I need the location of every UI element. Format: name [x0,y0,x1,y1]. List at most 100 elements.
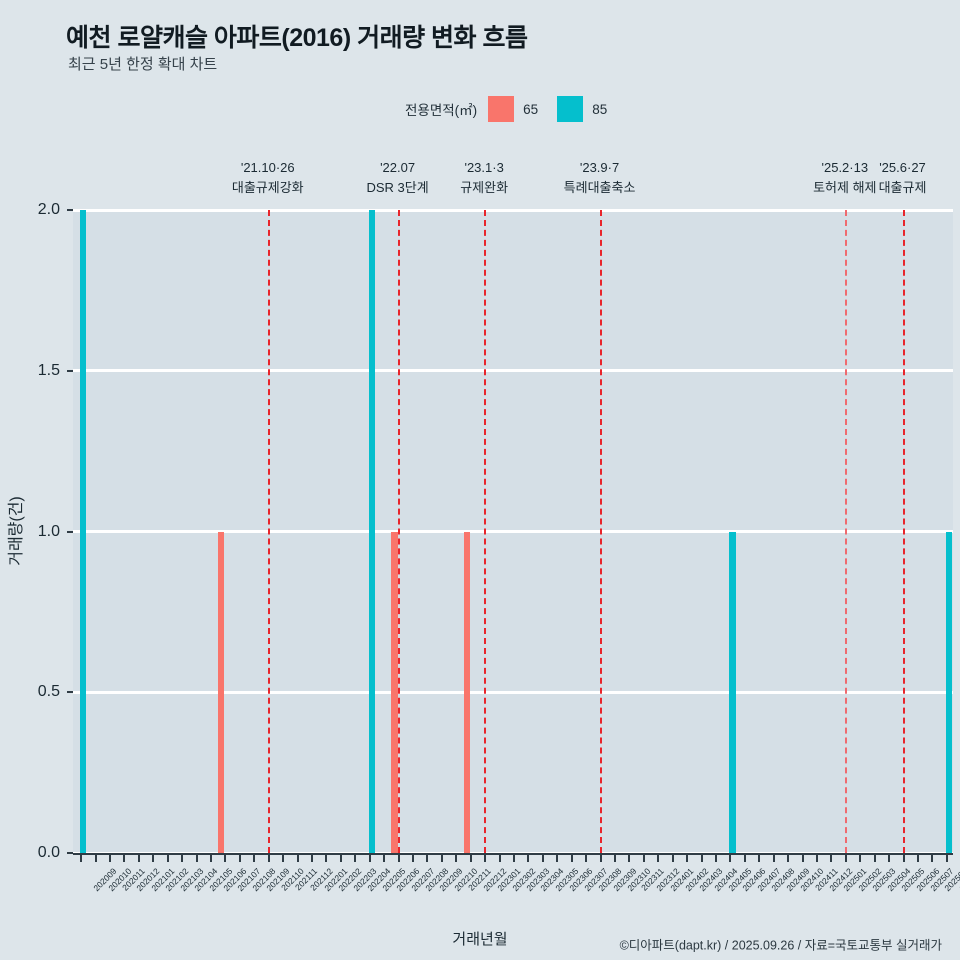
annotation-label-4: '25.2·13 토허제 해제 [813,158,876,198]
x-tick-mark [642,853,645,862]
annotation-text: DSR 3단계 [366,180,429,196]
annotation-date: '25.2·13 [821,160,869,175]
annotation-text: 대출규제강화 [231,180,304,196]
x-tick-mark [80,853,83,862]
annotation-label-0: '21.10·26 대출규제강화 [232,158,304,198]
x-tick-mark [109,853,112,862]
legend-label-85: 85 [592,101,608,117]
y-tick-label: 0.0 [37,844,60,861]
x-tick-mark [238,853,241,862]
annotation-label-2: '23.1·3 규제완화 [460,158,508,198]
x-tick-mark [931,853,934,862]
y-tick-mark [67,530,73,533]
x-tick-mark [137,853,140,862]
x-tick-mark [455,853,458,862]
annotation-text: 규제완화 [460,180,509,196]
x-tick-mark [440,853,443,862]
annotation-text: 토허제 해제 [813,180,877,196]
x-tick-mark [585,853,588,862]
x-tick-mark [325,853,328,862]
gridline [73,208,953,212]
y-tick-label: 1.0 [37,522,60,540]
x-tick-mark [94,853,97,862]
x-tick-mark [772,853,775,862]
annotation-line-1 [397,210,400,853]
legend-label-65: 65 [523,101,539,117]
bar-202205-85 [368,210,375,853]
x-tick-mark [210,853,213,862]
bar-202107-65 [218,531,225,853]
x-tick-mark [152,853,155,862]
x-tick-mark [758,853,761,862]
x-tick-mark [541,853,544,862]
x-tick-mark [801,853,804,862]
x-tick-mark [599,853,602,862]
chart-title: 예천 로얄캐슬 아파트(2016) 거래량 변화 흐름 [66,24,528,52]
x-tick-mark [714,853,717,862]
x-tick-mark [787,853,790,862]
x-tick-mark [368,853,371,862]
annotation-line-5 [902,210,905,853]
x-tick-mark [888,853,891,862]
x-tick-mark [671,853,674,862]
y-tick-label: 0.5 [37,683,60,701]
legend-swatch-65 [488,96,515,122]
x-tick-mark [700,853,703,862]
x-tick-mark [267,853,270,862]
legend-swatch-85 [557,96,584,122]
y-axis: 0.0 0.5 1.0 1.5 2.0 [0,0,73,960]
y-tick-label: 1.5 [37,361,60,379]
x-tick-mark [469,853,472,862]
x-tick-mark [426,853,429,862]
annotation-date: '25.6·27 [879,160,926,175]
plot-area [73,208,953,855]
x-tick-mark [354,853,357,862]
x-tick-mark [498,853,501,862]
annotation-label-5: '25.6·27 대출규제 [879,158,927,198]
chart-subtitle: 최근 5년 한정 확대 차트 [68,56,218,73]
gridline [73,690,953,694]
legend-title: 전용면적(㎡) [405,103,478,118]
gridline [73,530,953,533]
x-tick-mark [902,853,905,862]
y-tick-label: 2.0 [37,201,60,218]
x-tick-mark [195,853,198,862]
y-tick-mark [67,209,73,211]
x-tick-mark [339,853,342,862]
x-tick-mark [657,853,660,862]
y-axis-title: 거래량(건) [8,496,25,566]
legend: 전용면적(㎡) 65 85 [405,96,607,122]
x-tick-mark [383,853,386,862]
x-tick-mark [916,853,919,862]
x-axis-title: 거래년월 [452,931,508,948]
annotation-label-3: '23.9·7 특례대출축소 [564,158,636,198]
annotation-date: '21.10·26 [240,160,295,175]
x-tick-mark [513,853,515,862]
y-tick-mark [67,852,73,854]
bar-202406-85 [729,531,736,853]
bar-202009-85 [80,210,87,853]
bar-202509-85 [945,531,952,853]
x-tick-mark [527,853,530,862]
x-tick-mark [253,853,256,862]
x-tick-mark [613,853,616,862]
footer-credit: ©디아파트(dapt.kr) / 2025.09.26 / 자료=국토교통부 실… [619,938,942,953]
annotation-date: '22.07 [380,160,416,175]
x-tick-mark [484,853,487,862]
annotation-line-2 [484,210,487,853]
x-tick-mark [412,853,415,862]
x-tick-mark [859,853,862,862]
annotation-line-0 [267,210,270,853]
x-tick-mark [570,853,573,862]
x-tick-mark [844,853,847,862]
y-tick-mark [67,691,73,694]
x-tick-mark [296,853,299,862]
x-tick-mark [224,853,227,862]
x-tick-mark [311,853,314,862]
annotation-text: 특례대출축소 [563,180,636,196]
bar-202207-65 [391,531,398,853]
x-tick-mark [945,853,948,862]
x-tick-mark [743,853,746,862]
annotation-label-1: '22.07 DSR 3단계 [366,158,428,198]
